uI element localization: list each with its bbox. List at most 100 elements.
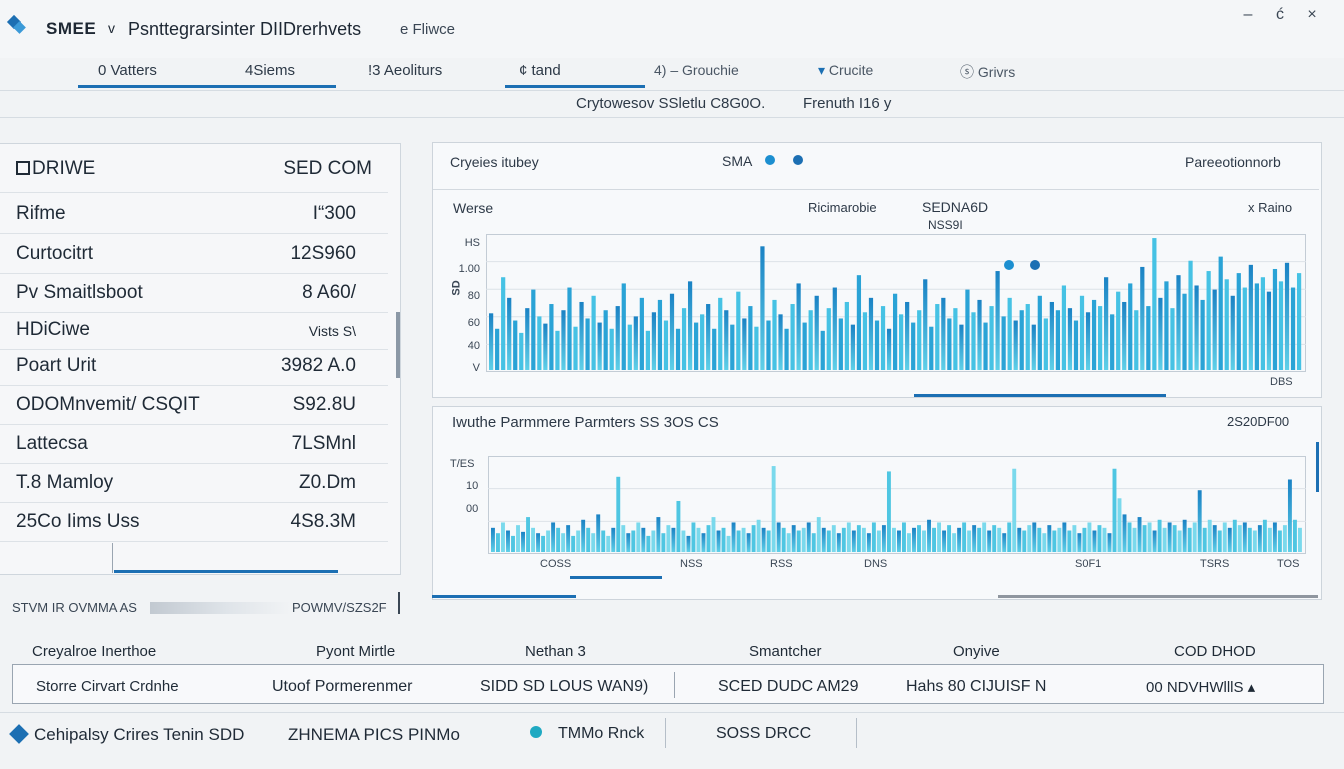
drive-header-row: DRIWE SED COM xyxy=(0,148,388,193)
chart-bar xyxy=(851,530,856,552)
chart-bar xyxy=(536,533,541,552)
chart1-y-tick: 60 xyxy=(467,317,480,329)
chart1-scroll-indicator[interactable] xyxy=(914,394,1166,397)
chart-bar xyxy=(596,514,601,552)
chart-bar xyxy=(1252,530,1257,552)
drive-info-row[interactable]: Poart Urit 3982 A.0 xyxy=(0,347,388,386)
chart-bar xyxy=(657,299,663,370)
chart-bar xyxy=(1091,299,1097,370)
chart-bar xyxy=(1187,527,1192,552)
app-menu-chevron-icon[interactable]: v xyxy=(108,20,115,36)
table-cell: Storre Cirvart Crdnhe xyxy=(36,678,179,695)
chart-bar xyxy=(597,322,602,370)
drive-info-row[interactable]: 25Co Iims Uss 4S8.3M xyxy=(0,503,388,542)
chart-bar xyxy=(967,530,972,552)
chart-bar xyxy=(892,293,898,370)
column-header[interactable]: Onyive xyxy=(953,643,1000,660)
chart-bar xyxy=(742,318,747,370)
column-header[interactable]: Smantcher xyxy=(749,643,822,660)
chart-bar xyxy=(856,525,861,552)
sub-header xyxy=(0,90,1344,118)
chart-bar xyxy=(868,297,874,370)
chart1-legend-label: SMA xyxy=(722,153,753,169)
chart-bar xyxy=(811,533,816,552)
chart-bar xyxy=(754,326,759,370)
chart-bar xyxy=(712,328,717,370)
chart2-scroll-indicator[interactable] xyxy=(570,576,662,579)
chart-bar xyxy=(1192,522,1197,552)
chart-bar xyxy=(1017,527,1022,552)
drive-info-row[interactable]: Lattecsa 7LSMnl xyxy=(0,425,388,464)
status-item[interactable]: ZHNEMA PICS PINMo xyxy=(288,725,460,744)
chart-bar xyxy=(1248,264,1253,370)
chart-bar xyxy=(1262,519,1267,552)
tab-grivrs[interactable]: ⓢ Grivrs xyxy=(960,62,1015,80)
chart-bar xyxy=(543,323,548,370)
chart-bar xyxy=(1104,277,1109,370)
chart-bar xyxy=(645,330,650,370)
chart-bar xyxy=(965,289,970,370)
chart1-plot xyxy=(486,234,1306,372)
status-item[interactable]: SOSS DRCC xyxy=(716,725,812,742)
progress-label: STVM IR OVMMA AS xyxy=(12,600,137,615)
chart-bar xyxy=(1027,525,1032,552)
chart-bar xyxy=(983,322,988,370)
drive-frequency: Frenuth I16 y xyxy=(803,95,892,112)
chart-bar xyxy=(626,533,631,552)
tab-aeoliturs[interactable]: !3 Aeoliturs xyxy=(368,62,442,80)
chart1-center-sub: NSS9I xyxy=(928,218,963,232)
chart-bar xyxy=(831,525,836,552)
tab-grouchie[interactable]: 4) – Grouchie xyxy=(654,62,739,80)
tab-prefix: 0 xyxy=(98,62,107,79)
chart-bar xyxy=(1282,525,1287,552)
drive-info-row[interactable]: Curtocitrt 12S960 xyxy=(0,235,388,274)
chart-bar xyxy=(781,527,786,552)
chart-bar xyxy=(730,324,735,370)
chart-bar xyxy=(1257,525,1262,552)
status-item[interactable]: TMMo Rnck xyxy=(558,725,645,742)
chart1-y-tick: V xyxy=(472,362,480,374)
chart2-bottom-line xyxy=(998,595,1318,598)
chart-bar xyxy=(1073,320,1079,370)
chart2-scrollbar[interactable] xyxy=(1316,442,1319,492)
chart-bar xyxy=(1007,522,1012,552)
minimize-button[interactable]: – xyxy=(1243,6,1253,23)
status-item[interactable]: Cehipalsy Crires Tenin SDD xyxy=(34,725,245,744)
column-header[interactable]: Creyalroe Inerthoe xyxy=(32,643,157,660)
drive-info-row[interactable]: HDiCiwe Vists S\ xyxy=(0,311,388,350)
chart-bar xyxy=(724,310,729,370)
chart1-y-tick: 1.00 xyxy=(458,263,480,275)
tab-active-indicator xyxy=(78,85,336,88)
chart-bar xyxy=(1170,308,1175,370)
table-row[interactable] xyxy=(12,664,1324,704)
chart-bar xyxy=(917,310,922,370)
chart-bar xyxy=(687,281,693,370)
chart-bar xyxy=(972,525,977,552)
tab-siems[interactable]: 4Siems xyxy=(245,62,295,80)
drive-info-row[interactable]: T.8 Mamloy Z0.Dm xyxy=(0,464,388,503)
tab-tand[interactable]: ¢ tand xyxy=(519,62,561,80)
column-header[interactable]: COD DHOD xyxy=(1174,643,1256,660)
column-header[interactable]: Nethan 3 xyxy=(525,643,586,660)
column-header[interactable]: Pyont Mirtle xyxy=(316,643,396,660)
app-name: SMEE xyxy=(46,19,97,38)
restore-button[interactable]: ć xyxy=(1276,6,1284,23)
chart-bar xyxy=(501,522,505,552)
chart-bar xyxy=(537,316,542,370)
chart-bar xyxy=(1267,527,1272,552)
chart-bar xyxy=(1043,318,1048,370)
cell-separator xyxy=(674,672,675,698)
drive-info-row[interactable]: ODOMnvemit/ CSQIT S92.8U xyxy=(0,386,388,425)
tab-vatters[interactable]: 0 Vatters xyxy=(98,62,157,80)
panel-scrollbar[interactable] xyxy=(396,312,400,378)
chart-bar xyxy=(501,277,506,370)
chart-bar xyxy=(1037,527,1042,552)
chart-marker xyxy=(1004,260,1014,270)
close-button[interactable]: × xyxy=(1307,6,1317,23)
chart-bar xyxy=(832,287,837,370)
chart2-x-tick: RSS xyxy=(770,558,793,570)
chart-bar xyxy=(876,530,881,552)
drive-info-row[interactable]: Pv Smaitlsboot 8 A60/ xyxy=(0,274,388,313)
tab-crucite[interactable]: ▾ Crucite xyxy=(818,62,873,80)
drive-info-row[interactable]: Rifme I“300 xyxy=(0,195,388,234)
